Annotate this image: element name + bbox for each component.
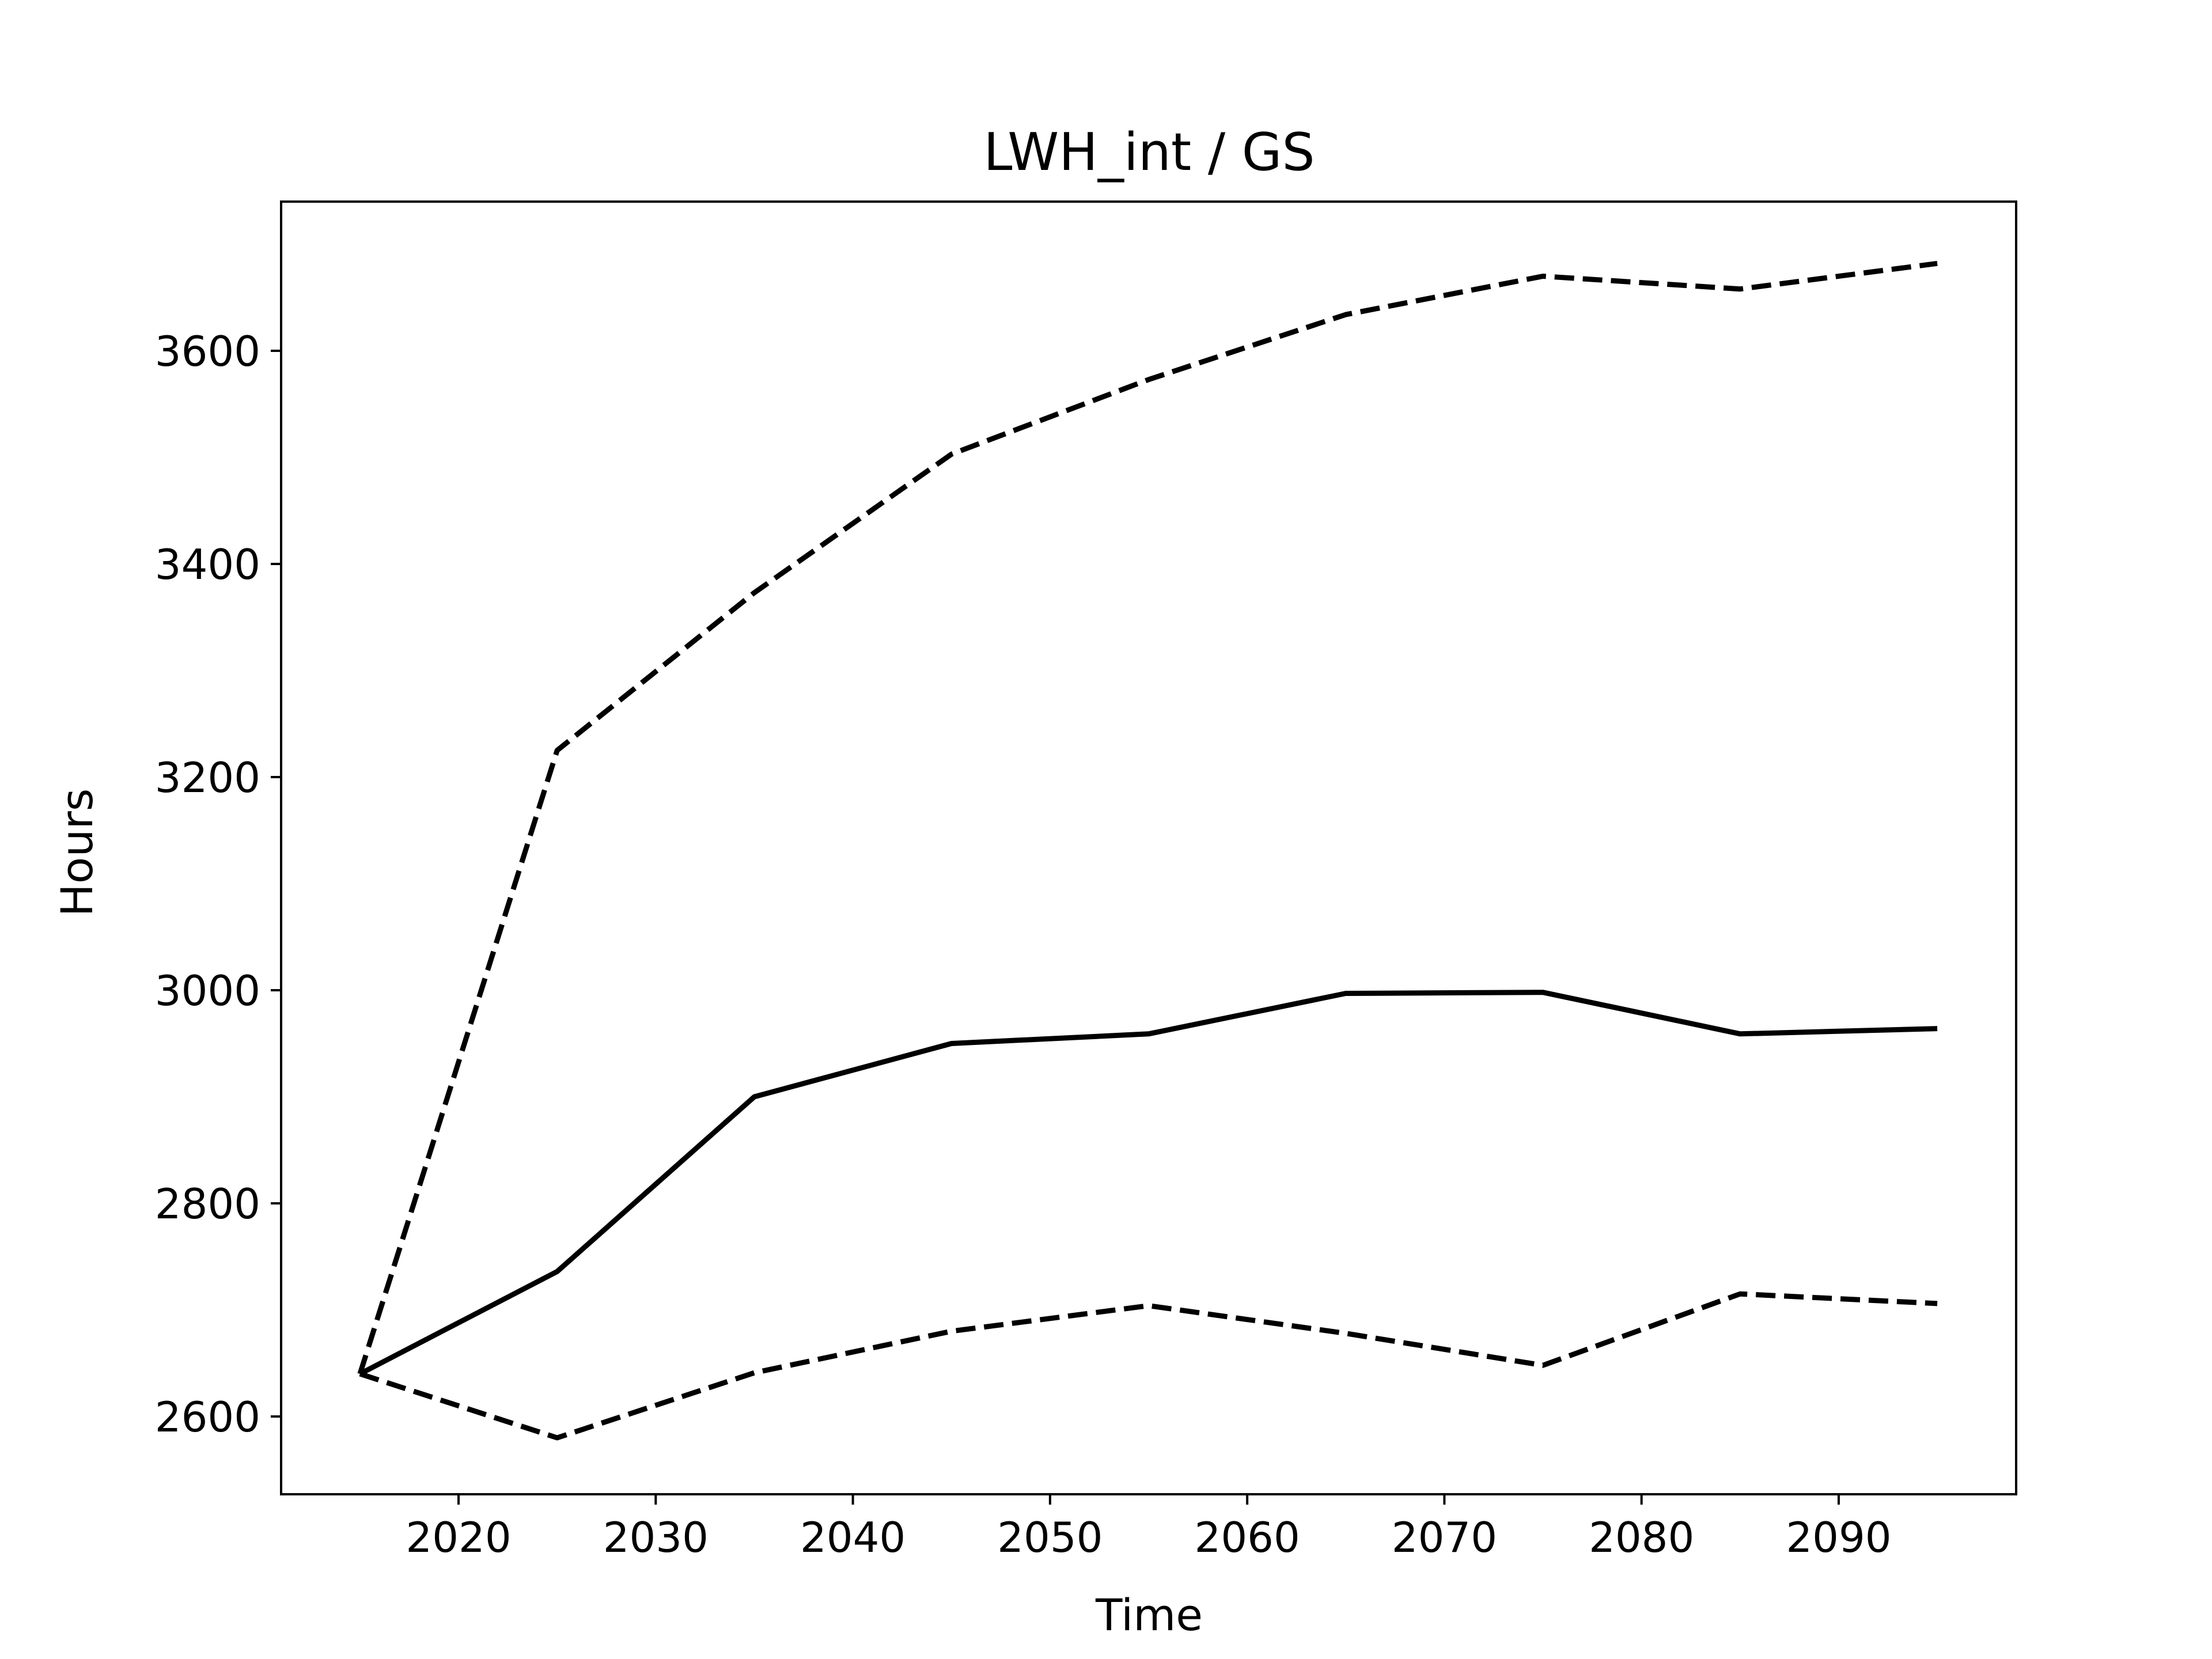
chart-title: LWH_int / GS [983,122,1315,183]
x-tick-label: 2020 [406,1513,511,1562]
x-tick-label: 2040 [800,1513,906,1562]
series-line-2-solid [358,990,1938,1376]
y-axis-label: Hours [51,789,103,917]
y-axis-ticks: 2600 2800 3000 3200 3400 3600 [155,327,281,1441]
axes-frame [280,200,2017,1495]
x-tick-label: 2030 [603,1513,709,1562]
plot-area [357,260,1938,1441]
x-tick-label: 2090 [1786,1513,1891,1562]
y-tick-label: 3200 [155,753,260,802]
y-tick-label: 3400 [155,540,260,589]
x-tick-label: 2080 [1589,1513,1694,1562]
x-tick-label: 2070 [1392,1513,1497,1562]
y-tick-label: 2600 [155,1393,260,1441]
x-tick-label: 2050 [997,1513,1103,1562]
x-axis-ticks: 2020 2030 2040 2050 2060 2070 2080 2090 [406,1494,1892,1562]
y-tick-label: 3000 [155,967,260,1015]
y-tick-label: 3600 [155,327,260,376]
x-tick-label: 2060 [1195,1513,1300,1562]
series-line-1-dashed [357,260,1938,1375]
x-axis-label: Time [1095,1589,1203,1641]
y-tick-label: 2800 [155,1180,260,1228]
